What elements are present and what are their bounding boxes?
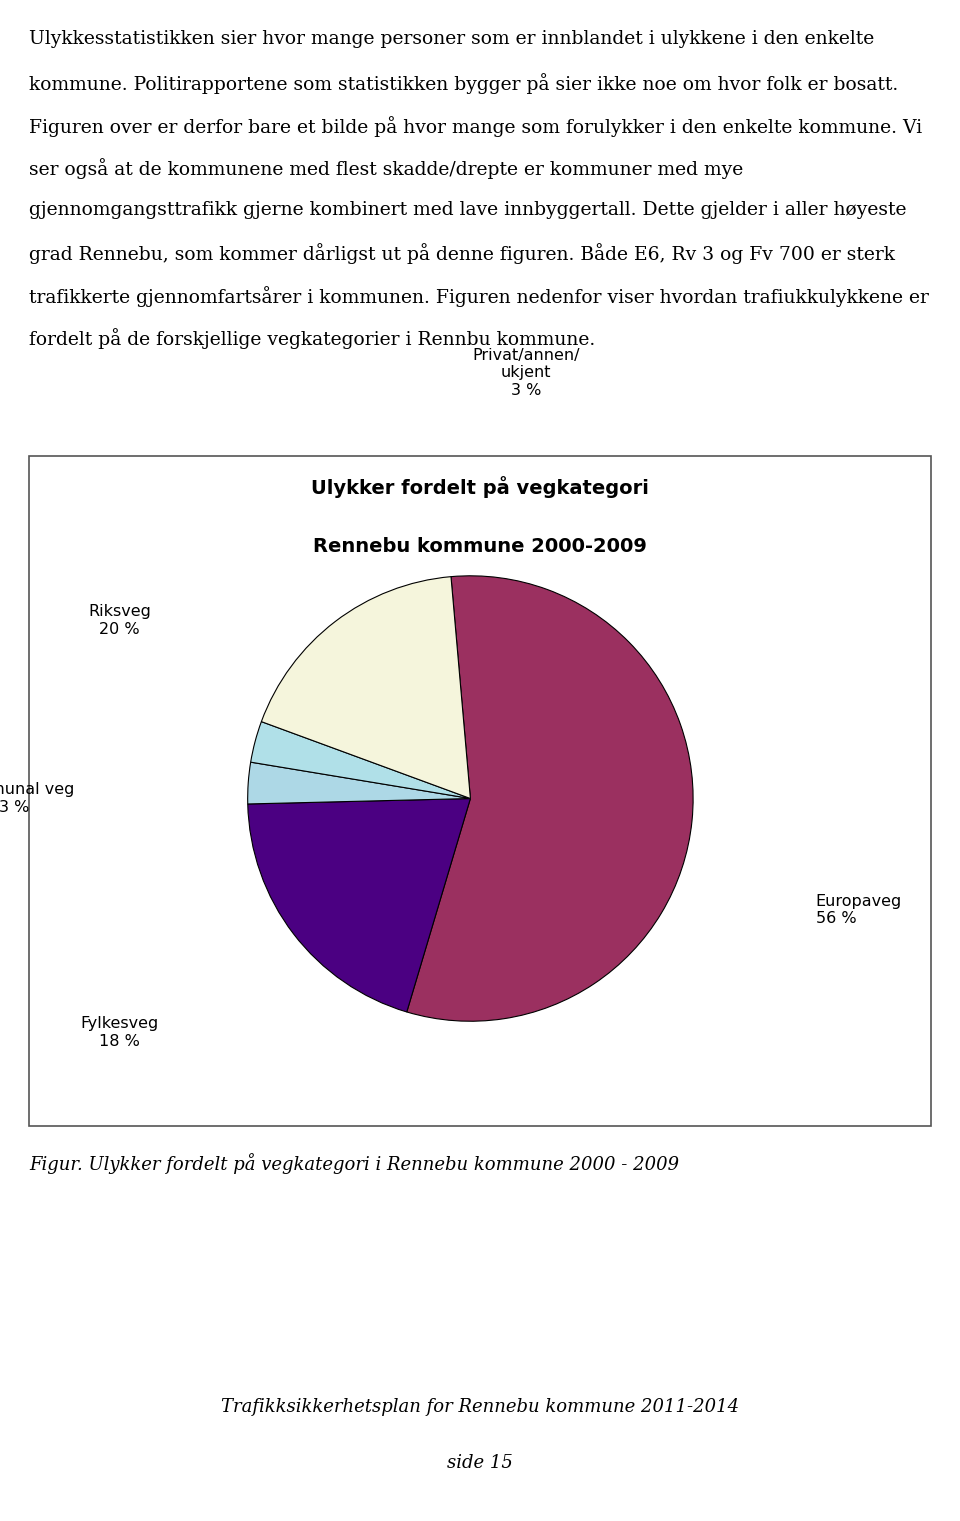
Text: Kommunal veg
3 %: Kommunal veg 3 % (0, 782, 74, 815)
Text: Trafikksikkerhetsplan for Rennebu kommune 2011-2014: Trafikksikkerhetsplan for Rennebu kommun… (221, 1398, 739, 1416)
Wedge shape (248, 799, 470, 1011)
Text: gjennomgangsttrafikk gjerne kombinert med lave innbyggertall. Dette gjelder i al: gjennomgangsttrafikk gjerne kombinert me… (29, 201, 906, 219)
Text: Europaveg
56 %: Europaveg 56 % (816, 894, 901, 926)
Wedge shape (251, 721, 470, 799)
Text: Riksveg
20 %: Riksveg 20 % (88, 604, 151, 637)
Text: kommune. Politirapportene som statistikken bygger på sier ikke noe om hvor folk : kommune. Politirapportene som statistikk… (29, 73, 898, 94)
Text: grad Rennebu, som kommer dårligst ut på denne figuren. Både E6, Rv 3 og Fv 700 e: grad Rennebu, som kommer dårligst ut på … (29, 243, 895, 265)
Text: Fylkesveg
18 %: Fylkesveg 18 % (81, 1016, 158, 1048)
Text: Figuren over er derfor bare et bilde på hvor mange som forulykker i den enkelte : Figuren over er derfor bare et bilde på … (29, 116, 922, 137)
Wedge shape (261, 576, 470, 799)
Text: fordelt på de forskjellige vegkategorier i Rennbu kommune.: fordelt på de forskjellige vegkategorier… (29, 329, 595, 350)
Text: ser også at de kommunene med flest skadde/drepte er kommuner med mye: ser også at de kommunene med flest skadd… (29, 158, 743, 179)
Text: Ulykker fordelt på vegkategori: Ulykker fordelt på vegkategori (311, 476, 649, 499)
Text: Rennebu kommune 2000-2009: Rennebu kommune 2000-2009 (313, 537, 647, 555)
Text: Ulykkesstatistikken sier hvor mange personer som er innblandet i ulykkene i den : Ulykkesstatistikken sier hvor mange pers… (29, 30, 874, 49)
Text: Privat/annen/
ukjent
3 %: Privat/annen/ ukjent 3 % (472, 348, 580, 397)
Wedge shape (248, 762, 470, 805)
Text: Figur. Ulykker fordelt på vegkategori i Rennebu kommune 2000 - 2009: Figur. Ulykker fordelt på vegkategori i … (29, 1153, 679, 1174)
Text: side 15: side 15 (447, 1454, 513, 1472)
Wedge shape (407, 576, 693, 1021)
Text: trafikkerte gjennomfartsårer i kommunen. Figuren nedenfor viser hvordan trafiukk: trafikkerte gjennomfartsårer i kommunen.… (29, 286, 928, 307)
